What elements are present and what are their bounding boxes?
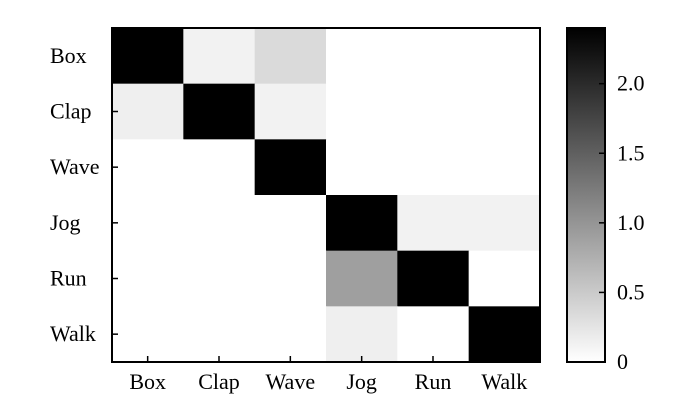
heatmap-cell-clap-walk (468, 83, 541, 140)
y-tick-label-box: Box (50, 43, 87, 68)
heatmap-cell-run-jog (326, 250, 398, 307)
heatmap-cell-box-walk (468, 28, 541, 85)
heatmap-cell-wave-wave (254, 139, 327, 196)
heatmap-cell-jog-run (397, 195, 470, 252)
x-tick-label-walk: Walk (481, 369, 527, 394)
x-tick-label-run: Run (415, 369, 452, 394)
heatmap-cell-run-box (112, 250, 184, 307)
heatmap-cell-clap-run (397, 83, 470, 140)
heatmap-cell-walk-wave (254, 306, 327, 363)
colorbar-tick-label: 1.5 (617, 140, 645, 165)
heatmap-cell-jog-walk (468, 195, 541, 252)
plot-border (111, 27, 541, 363)
heatmap-cell-wave-run (397, 139, 470, 196)
heatmap-cell-wave-box (112, 139, 184, 196)
y-axis: Box Clap Wave Jog Run Walk (50, 43, 118, 346)
heatmap-cell-wave-walk (468, 139, 541, 196)
y-tick-label-wave: Wave (50, 154, 100, 179)
heatmap-cell-box-wave (254, 28, 327, 85)
heatmap-cell-clap-wave (254, 83, 327, 140)
colorbar-gradient (566, 27, 606, 363)
heatmap-cell-clap-clap (183, 83, 256, 140)
heatmap-cell-box-clap (183, 28, 256, 85)
heatmap-cell-box-box (112, 28, 184, 85)
y-tick-label-run: Run (50, 266, 87, 291)
y-tick-label-jog: Jog (50, 210, 81, 235)
heatmap-cell-box-jog (326, 28, 398, 85)
heatmap-cell-jog-box (112, 195, 184, 252)
heatmap-cell-walk-box (112, 306, 184, 363)
heatmap-cell-jog-wave (254, 195, 327, 252)
heatmap-cell-run-wave (254, 250, 327, 307)
heatmap-cell-walk-clap (183, 306, 256, 363)
colorbar-tick-label: 2.0 (617, 71, 645, 96)
heatmap-cell-walk-jog (326, 306, 398, 363)
plot-frame (111, 27, 541, 363)
heatmap-cell-box-run (397, 28, 470, 85)
heatmap-cell-run-walk (468, 250, 541, 307)
x-tick-label-box: Box (129, 369, 166, 394)
heatmap-cell-clap-jog (326, 83, 398, 140)
x-tick-label-clap: Clap (198, 369, 240, 394)
colorbar-tick-label: 0 (617, 349, 628, 374)
heatmap-cell-jog-clap (183, 195, 256, 252)
heatmap-cell-clap-box (112, 83, 184, 140)
x-tick-label-jog: Jog (346, 369, 377, 394)
y-tick-label-clap: Clap (50, 99, 92, 124)
colorbar-tick-label: 0.5 (617, 279, 645, 304)
heatmap-cell-wave-clap (183, 139, 256, 196)
heatmap-cell-run-clap (183, 250, 256, 307)
heatmap-cell-walk-walk (468, 306, 541, 363)
x-axis: Box Clap Wave Jog Run Walk (129, 356, 527, 394)
heatmap-cell-run-run (397, 250, 470, 307)
colorbar: 0 0.5 1.0 1.5 2.0 (566, 27, 645, 374)
colorbar-tick-label: 1.0 (617, 210, 645, 235)
heatmap-cell-jog-jog (326, 195, 398, 252)
x-tick-label-wave: Wave (266, 369, 316, 394)
heatmap-cell-wave-jog (326, 139, 398, 196)
heatmap-cells (112, 28, 541, 363)
heatmap-cell-walk-run (397, 306, 470, 363)
y-tick-label-walk: Walk (50, 321, 96, 346)
